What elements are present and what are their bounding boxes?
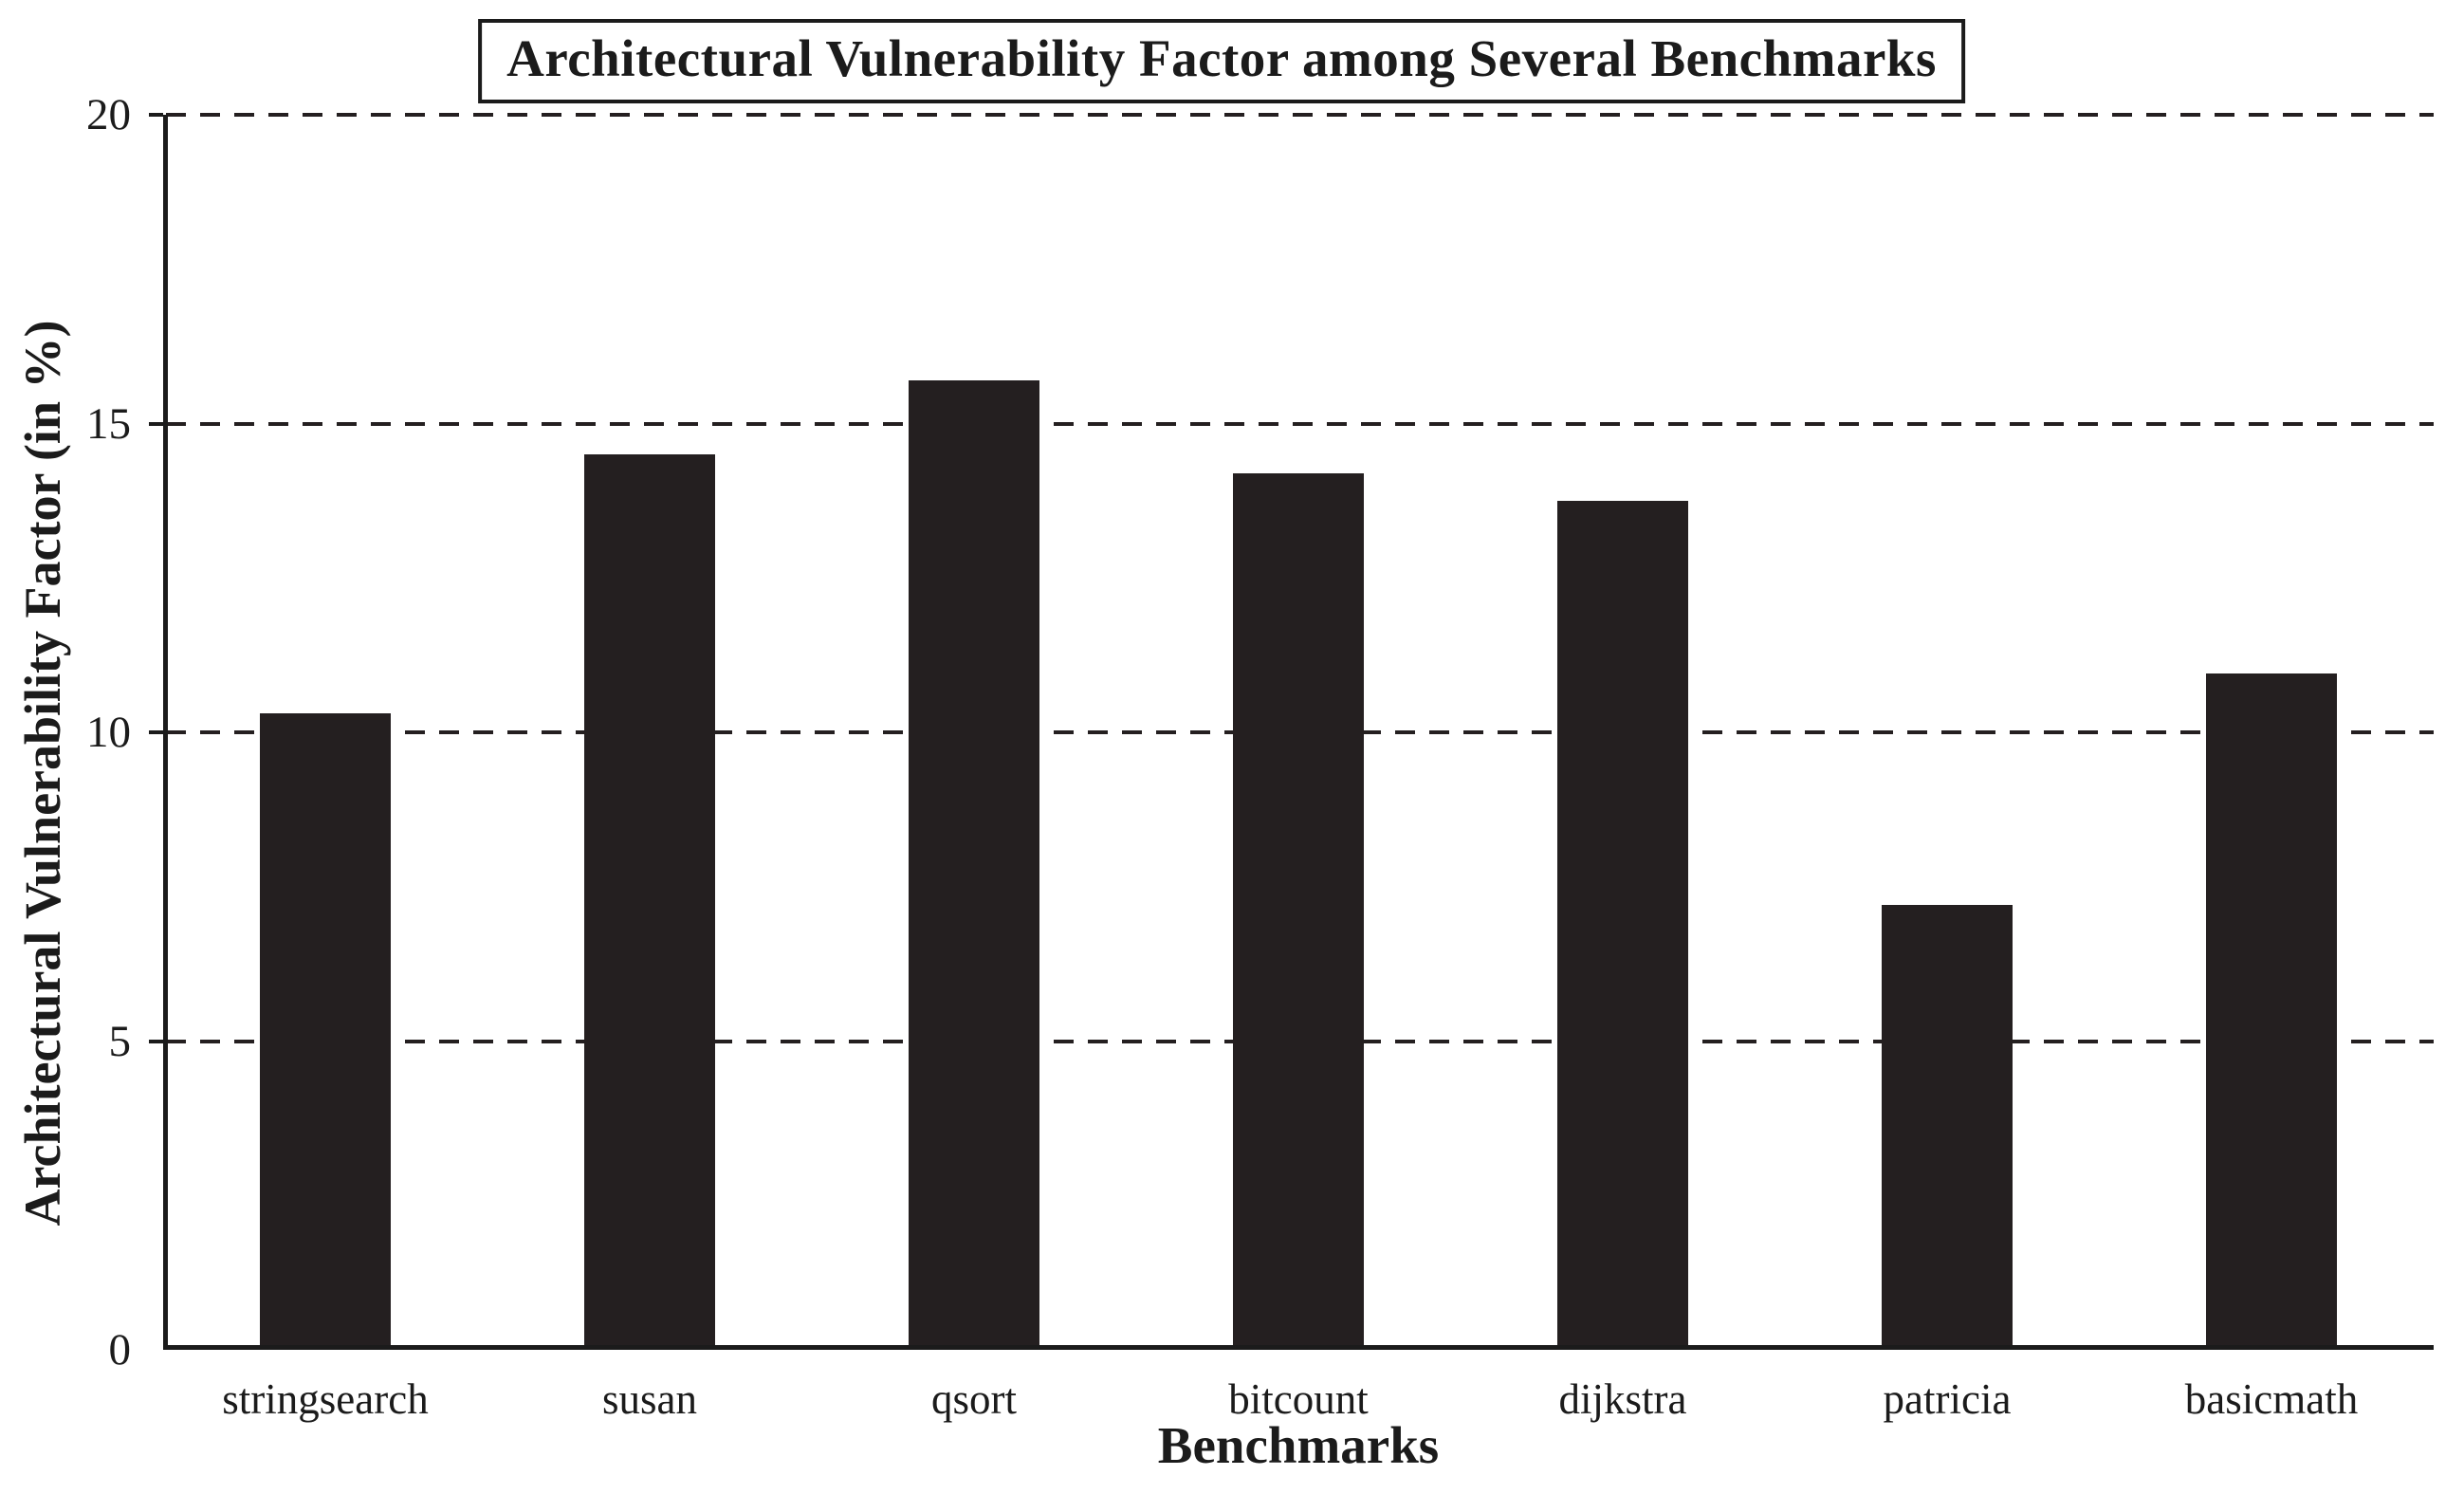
y-tick-label-15: 15 bbox=[86, 398, 131, 449]
y-tick-label-5: 5 bbox=[108, 1016, 132, 1066]
y-tick-15 bbox=[149, 421, 163, 426]
x-axis-label: Benchmarks bbox=[1157, 1416, 1440, 1474]
x-category-label-stringsearch: stringsearch bbox=[222, 1375, 429, 1423]
gridline-15 bbox=[166, 421, 2434, 426]
y-tick-label-20: 20 bbox=[86, 90, 131, 139]
y-tick-label-0: 0 bbox=[108, 1325, 132, 1374]
gridline-20 bbox=[166, 113, 2434, 117]
y-tick-label-10: 10 bbox=[86, 708, 131, 757]
x-category-label-patricia: patricia bbox=[1883, 1375, 2012, 1423]
bar-qsort bbox=[909, 379, 1039, 1350]
y-axis-spine bbox=[163, 115, 168, 1350]
x-axis-spine bbox=[163, 1345, 2434, 1350]
y-tick-10 bbox=[149, 730, 163, 734]
y-tick-20 bbox=[149, 113, 163, 117]
x-category-label-qsort: qsort bbox=[931, 1375, 1017, 1423]
bar-patricia bbox=[1882, 905, 2013, 1350]
chart-title: Architectural Vulnerability Factor among… bbox=[478, 19, 1965, 103]
x-category-label-basicmath: basicmath bbox=[2184, 1375, 2359, 1423]
bar-stringsearch bbox=[260, 713, 391, 1350]
bar-bitcount bbox=[1233, 472, 1364, 1350]
bar-susan bbox=[584, 454, 715, 1350]
x-category-label-bitcount: bitcount bbox=[1228, 1375, 1369, 1423]
x-category-label-susan: susan bbox=[602, 1375, 697, 1423]
x-category-label-dijkstra: dijkstra bbox=[1558, 1375, 1687, 1423]
bar-basicmath bbox=[2206, 673, 2337, 1350]
bar-dijkstra bbox=[1557, 500, 1688, 1350]
y-tick-5 bbox=[149, 1039, 163, 1043]
plot-area: 0 5 10 15 20 stringsearch susan qsort bitcount di… bbox=[86, 90, 2434, 1423]
y-axis-label: Architectural Vulnerability Factor (in %… bbox=[14, 320, 71, 1227]
